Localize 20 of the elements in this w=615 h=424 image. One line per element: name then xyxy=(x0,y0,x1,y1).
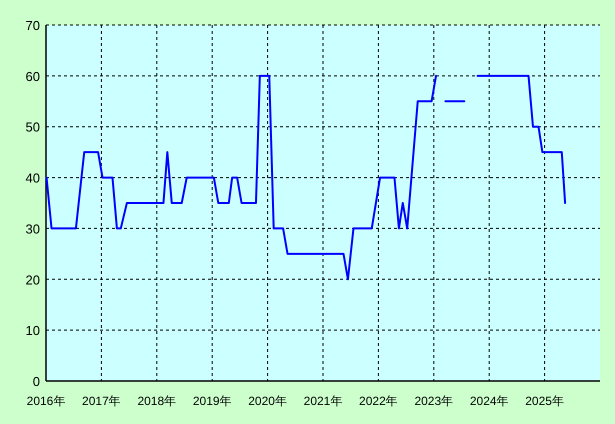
y-tick-label: 60 xyxy=(26,68,40,84)
x-tick-label: 2019年 xyxy=(192,394,232,408)
y-tick-label: 0 xyxy=(32,374,40,389)
x-tick-label: 2016年 xyxy=(26,394,66,408)
x-tick-label: 2017年 xyxy=(82,394,121,408)
x-tick-label: 2020年 xyxy=(248,394,287,408)
x-tick-label: 2018年 xyxy=(137,394,176,408)
y-tick-label: 30 xyxy=(26,221,40,236)
x-tick-label: 2024年 xyxy=(470,394,509,408)
x-tick-label: 2022年 xyxy=(359,394,398,408)
y-tick-label: 40 xyxy=(26,170,40,186)
x-tick-label: 2023年 xyxy=(414,394,454,408)
line-series xyxy=(46,74,438,280)
x-tick-label: 2025年 xyxy=(525,394,564,408)
x-tick-label: 2021年 xyxy=(304,394,342,408)
y-tick-label: 70 xyxy=(26,18,40,33)
y-tick-label: 50 xyxy=(26,120,40,135)
line-series xyxy=(476,74,566,204)
y-tick-label: 10 xyxy=(26,323,40,338)
y-tick-label: 20 xyxy=(26,272,40,288)
